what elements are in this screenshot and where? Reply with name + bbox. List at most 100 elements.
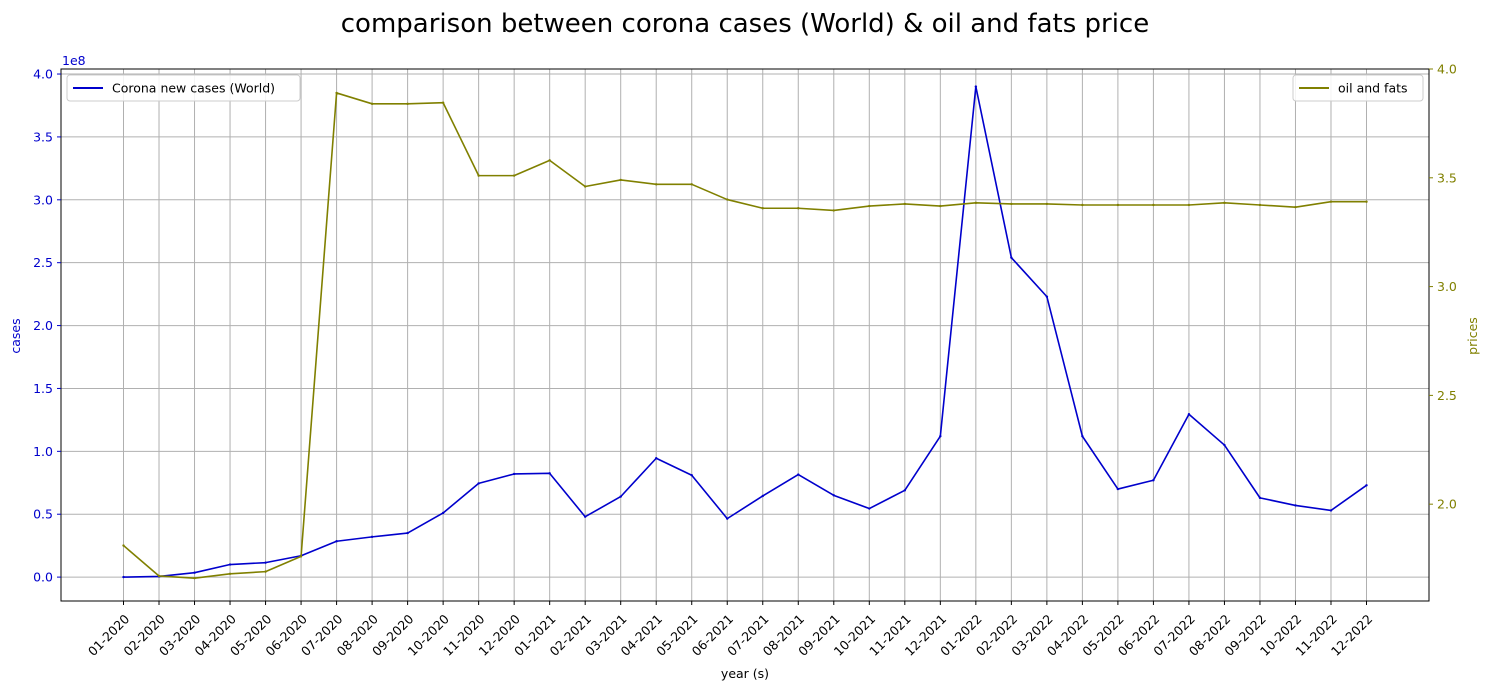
data-point-1 — [1294, 205, 1297, 209]
legend-right-frame — [1292, 74, 1424, 102]
y-right-tick-label: 2.5 — [1437, 388, 1457, 403]
data-point-1 — [157, 574, 161, 578]
data-point-0 — [477, 482, 480, 485]
y-left-tick-label: 1.5 — [33, 381, 53, 396]
y-axis-left-offset-text: 1e8 — [62, 53, 86, 68]
data-point-0 — [1294, 504, 1297, 507]
data-point-1 — [228, 572, 232, 576]
data-point-1 — [761, 207, 764, 210]
data-point-0 — [655, 457, 658, 460]
y-right-tick-label: 3.5 — [1437, 170, 1457, 185]
y-right-tick-label: 4.0 — [1437, 62, 1457, 77]
data-point-0 — [726, 517, 729, 520]
data-point-0 — [1010, 256, 1013, 259]
data-point-1 — [122, 544, 125, 547]
y-left-tick-label: 1.0 — [33, 444, 53, 459]
data-point-1 — [797, 207, 800, 210]
data-point-1 — [299, 555, 303, 558]
legend-right[interactable]: oil and fats — [1292, 74, 1424, 102]
x-axis-label: year (s) — [721, 666, 769, 681]
data-point-0 — [193, 571, 196, 574]
series-layer — [122, 85, 1368, 580]
data-point-0 — [797, 473, 800, 476]
data-point-1 — [370, 102, 374, 106]
legend-left-frame — [66, 74, 301, 102]
data-point-0 — [1365, 484, 1368, 487]
data-point-0 — [548, 472, 551, 475]
data-point-0 — [1223, 443, 1226, 447]
data-point-0 — [868, 507, 871, 510]
data-point-0 — [1116, 487, 1120, 491]
y-right-tick-label: 3.0 — [1437, 279, 1457, 294]
data-point-0 — [690, 474, 693, 477]
y-left-tick-label: 3.0 — [33, 192, 53, 207]
legend-left[interactable]: Corona new cases (World) — [66, 74, 301, 102]
data-point-0 — [228, 563, 232, 566]
data-point-1 — [548, 159, 551, 162]
data-point-0 — [1258, 496, 1262, 500]
data-point-0 — [406, 531, 409, 535]
data-point-0 — [441, 511, 445, 515]
data-point-1 — [619, 178, 622, 182]
data-point-0 — [122, 575, 125, 579]
data-point-1 — [939, 204, 942, 208]
data-point-0 — [583, 515, 587, 518]
data-point-1 — [1258, 203, 1262, 207]
data-point-0 — [264, 561, 267, 564]
data-point-1 — [903, 202, 907, 206]
y-left-tick-label: 2.0 — [33, 318, 53, 333]
data-point-1 — [1187, 203, 1191, 207]
data-point-1 — [726, 198, 729, 201]
data-point-0 — [1045, 295, 1049, 298]
series-line-1 — [122, 92, 1367, 579]
data-point-1 — [974, 201, 978, 205]
data-point-1 — [441, 101, 445, 104]
data-point-1 — [690, 183, 693, 186]
y-left-tick-label: 0.0 — [33, 570, 53, 585]
data-point-1 — [264, 570, 267, 573]
x-axis: 01-202002-202003-202004-202005-202006-20… — [85, 601, 1375, 659]
data-point-1 — [193, 576, 196, 580]
data-point-1 — [477, 174, 480, 177]
y-left-tick-label: 0.5 — [33, 507, 53, 522]
data-point-0 — [974, 85, 978, 88]
y-axis-right-label: prices — [1465, 317, 1480, 355]
y-axis-right: 2.0 2.5 3.0 3.5 4.0 — [1429, 62, 1457, 512]
data-point-0 — [1152, 479, 1155, 482]
legend-left-label: Corona new cases (World) — [112, 81, 275, 96]
data-point-1 — [406, 102, 409, 106]
data-point-1 — [1152, 203, 1155, 207]
data-point-1 — [1116, 203, 1120, 207]
data-point-1 — [868, 204, 871, 208]
data-point-1 — [583, 185, 587, 188]
data-point-1 — [512, 174, 516, 177]
data-point-1 — [1329, 200, 1333, 203]
data-point-0 — [1187, 413, 1191, 416]
data-point-0 — [939, 435, 942, 438]
data-point-1 — [1081, 203, 1084, 207]
data-point-0 — [761, 494, 764, 498]
data-point-1 — [832, 209, 835, 212]
data-point-1 — [1045, 202, 1049, 206]
data-point-0 — [903, 489, 907, 492]
data-point-0 — [619, 495, 622, 498]
y-axis-left-label: cases — [8, 318, 23, 353]
plot-frame — [60, 68, 1430, 602]
data-point-0 — [370, 535, 374, 539]
y-left-tick-label: 2.5 — [33, 255, 53, 270]
series-line-0 — [123, 85, 1367, 578]
data-point-1 — [1223, 201, 1226, 205]
y-left-tick-label: 3.5 — [33, 129, 53, 144]
data-point-1 — [335, 91, 338, 95]
y-axis-left: 0.0 0.5 1.0 1.5 2.0 2.5 3.0 3.5 4.0 — [33, 67, 61, 585]
legend-right-label: oil and fats — [1338, 81, 1408, 96]
data-point-0 — [512, 472, 516, 476]
data-point-0 — [1329, 509, 1333, 512]
data-point-1 — [1010, 202, 1013, 206]
data-point-1 — [655, 183, 658, 186]
data-point-0 — [335, 540, 338, 543]
y-right-tick-label: 2.0 — [1437, 497, 1457, 512]
data-point-0 — [1081, 435, 1084, 438]
data-point-1 — [1365, 200, 1368, 203]
